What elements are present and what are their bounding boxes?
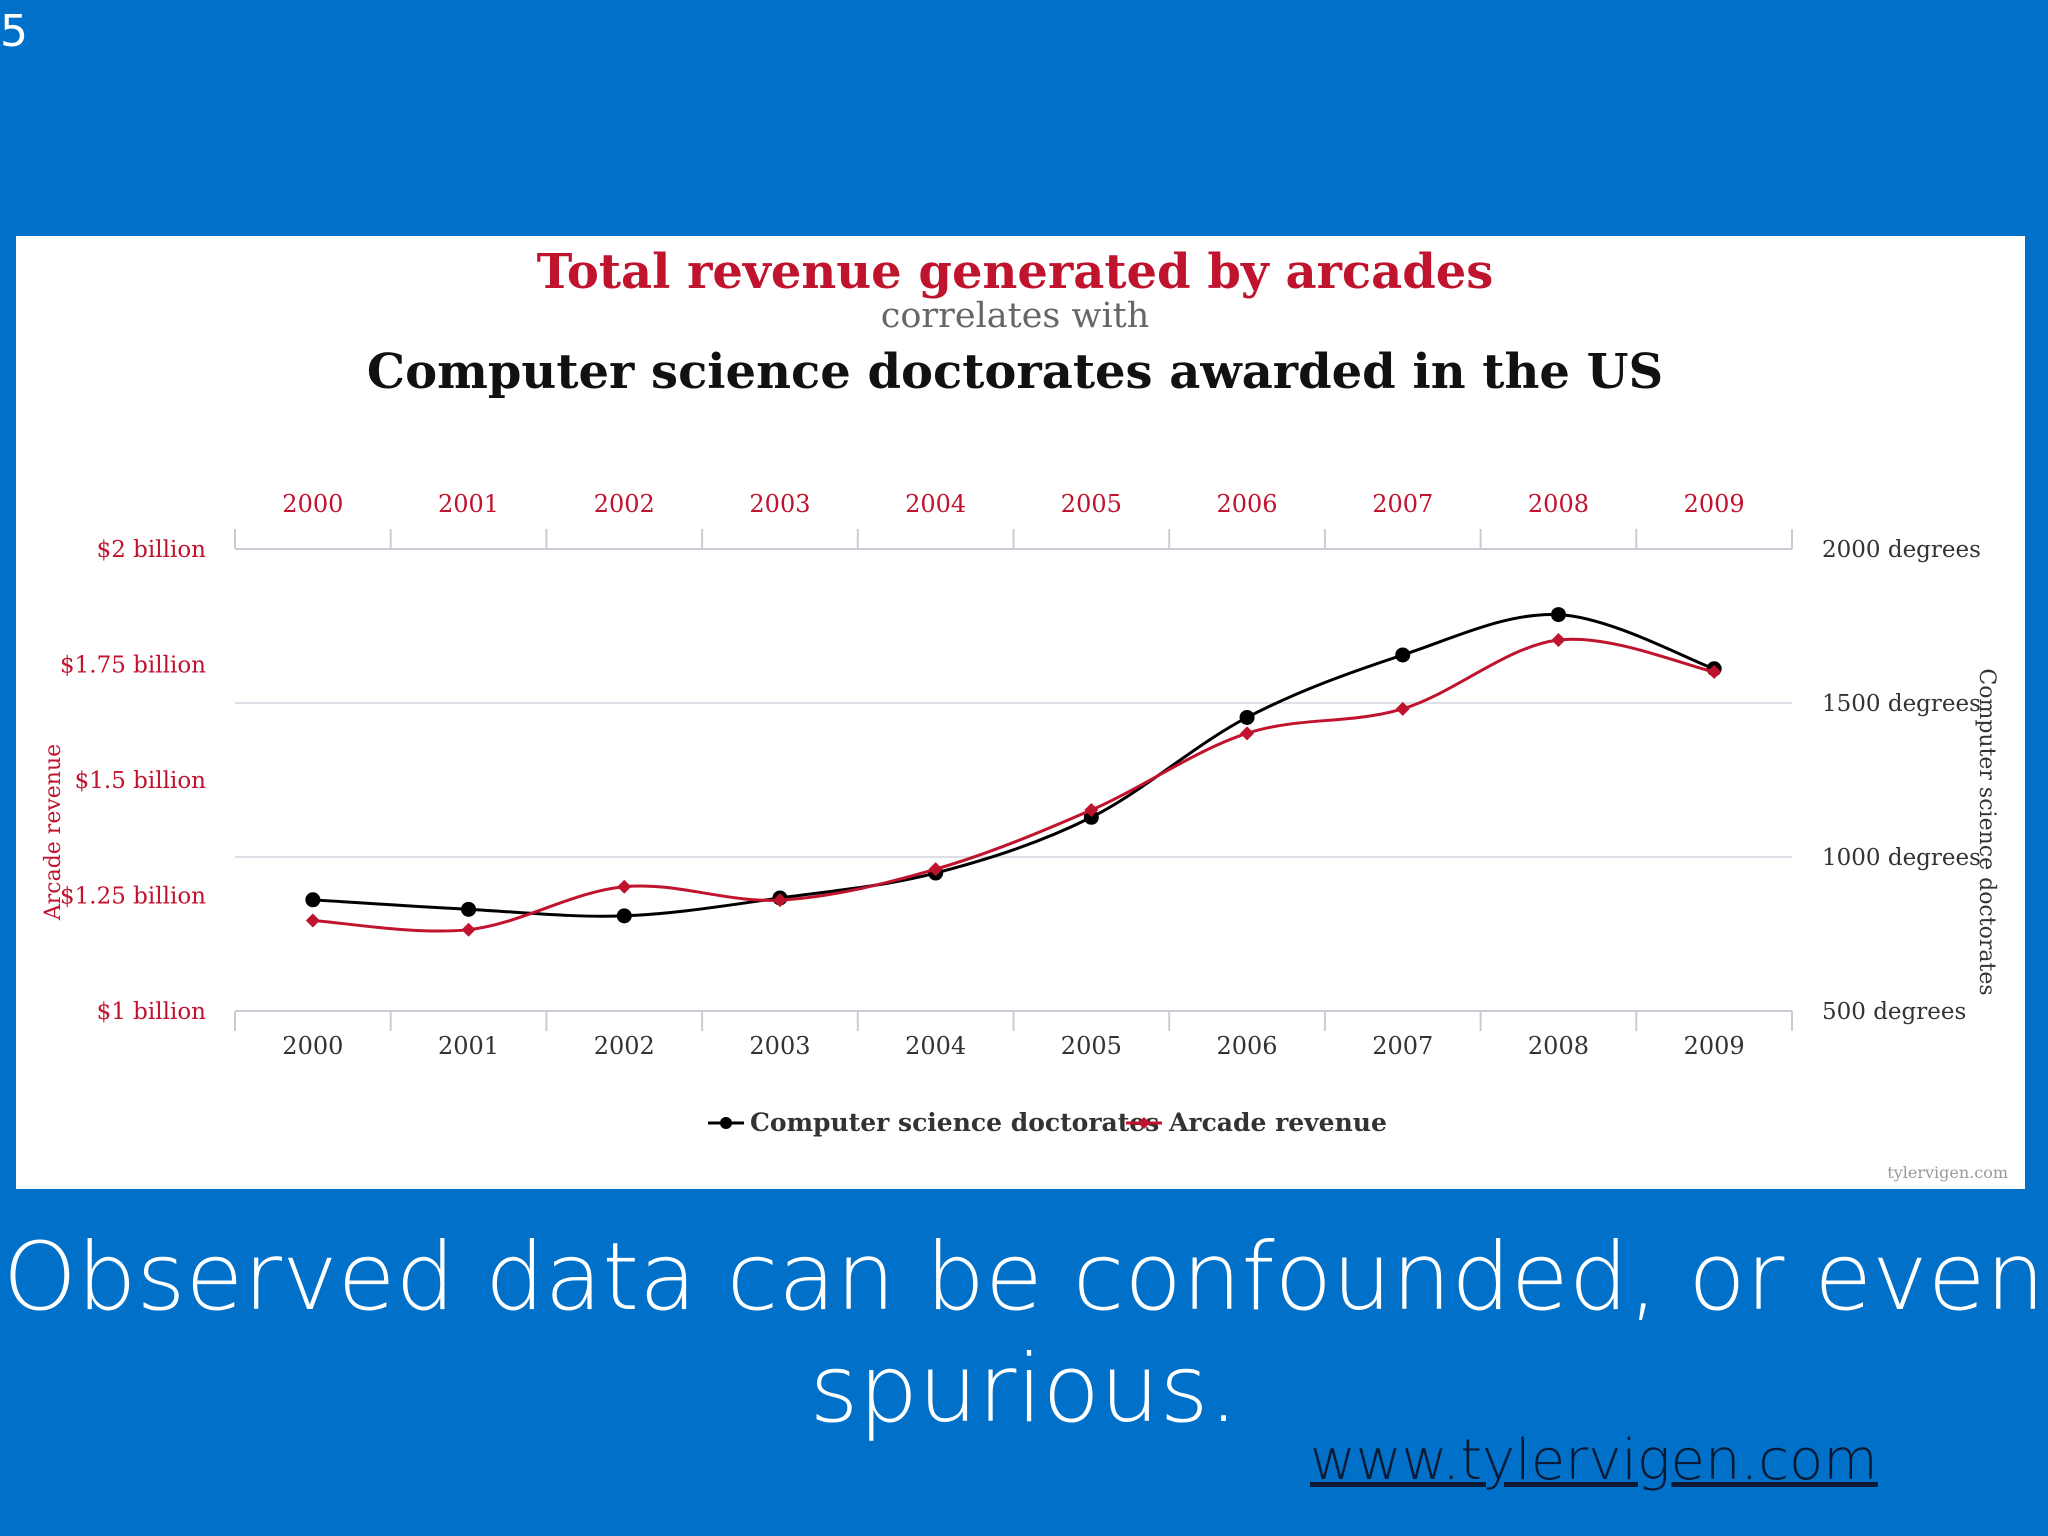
point-arcade-revenue-2009 [1707,664,1722,679]
y-left-tick-4: $1 billion [97,999,207,1025]
axes: 2000 2000 2001 2001 2002 2002 2003 2003 2004 2004… [60,490,1981,1060]
x-tick-top-2007: 2007 [1372,490,1433,518]
chart-subtitle: correlates with [881,296,1150,336]
chart-title-2: Computer science doctorates awarded in t… [367,344,1663,400]
legend: Computer science doctorates Arcade reven… [708,1108,1387,1137]
chart: Total revenue generated by arcades corre… [41,244,2008,1182]
x-tick-bottom-2003: 2003 [749,1032,810,1060]
point-arcade-revenue-2002 [617,879,632,894]
x-tick-top-2001: 2001 [438,490,499,518]
point-cs-doctorates-2006 [1239,709,1255,725]
x-tick-top-2005: 2005 [1061,490,1122,518]
legend-arcade-marker [1138,1117,1150,1129]
series-line-arcade-revenue [312,637,1715,933]
source-link[interactable]: www.tylervigen.com [1310,1428,1878,1493]
x-tick-top-2008: 2008 [1528,490,1589,518]
y-left-tick-3: $1.25 billion [60,884,206,910]
point-cs-doctorates-2007 [1395,647,1411,663]
caption: Observed data can be confounded, or even… [2,1223,2046,1444]
point-arcade-revenue-2005 [1084,803,1099,818]
x-tick-bottom-2004: 2004 [905,1032,966,1060]
x-tick-bottom-2007: 2007 [1372,1032,1433,1060]
point-arcade-revenue-2008 [1551,633,1566,648]
y-left-tick-1: $1.75 billion [60,653,206,679]
watermark: tylervigen.com [1887,1163,2008,1182]
y-right-tick-2: 1000 degrees [1822,845,1981,871]
y-right-tick-0: 2000 degrees [1822,537,1981,563]
point-arcade-revenue-2004 [928,862,943,877]
point-cs-doctorates-2008 [1550,607,1566,623]
point-cs-doctorates-2001 [461,901,477,917]
y-right-tick-3: 500 degrees [1822,999,1966,1025]
x-tick-bottom-2008: 2008 [1528,1032,1589,1060]
chart-title: Total revenue generated by arcades [537,244,1494,300]
y-right-axis-label: Computer science doctorates [1974,668,1999,995]
x-tick-top-2006: 2006 [1217,490,1278,518]
series-line-cs-doctorates [312,613,1715,918]
x-tick-bottom-2001: 2001 [438,1032,499,1060]
x-tick-bottom-2002: 2002 [594,1032,655,1060]
y-left-tick-2: $1.5 billion [75,768,207,794]
x-tick-bottom-2006: 2006 [1217,1032,1278,1060]
point-arcade-revenue-2007 [1395,701,1410,716]
x-tick-top-2004: 2004 [905,490,966,518]
point-arcade-revenue-2006 [1240,726,1255,741]
x-tick-top-2009: 2009 [1684,490,1745,518]
point-cs-doctorates-2002 [616,908,632,924]
y-left-axis-label: Arcade revenue [41,744,66,921]
x-tick-bottom-2000: 2000 [282,1032,343,1060]
legend-doctorates-label: Computer science doctorates [750,1108,1159,1137]
chart-panel: Total revenue generated by arcades corre… [16,236,2025,1189]
legend-doctorates-marker [720,1117,732,1129]
point-cs-doctorates-2005 [1083,809,1099,825]
y-right-tick-1: 1500 degrees [1822,691,1981,717]
x-tick-top-2003: 2003 [749,490,810,518]
x-tick-top-2000: 2000 [282,490,343,518]
x-tick-bottom-2005: 2005 [1061,1032,1122,1060]
x-tick-bottom-2009: 2009 [1684,1032,1745,1060]
legend-arcade-label: Arcade revenue [1168,1108,1387,1137]
x-tick-top-2002: 2002 [594,490,655,518]
point-arcade-revenue-2003 [772,893,787,908]
point-cs-doctorates-2000 [305,892,321,908]
slide-number: 5 [0,6,28,57]
series [305,607,1722,937]
point-arcade-revenue-2000 [305,913,320,928]
point-arcade-revenue-2001 [461,922,476,937]
y-left-tick-0: $2 billion [97,537,207,563]
